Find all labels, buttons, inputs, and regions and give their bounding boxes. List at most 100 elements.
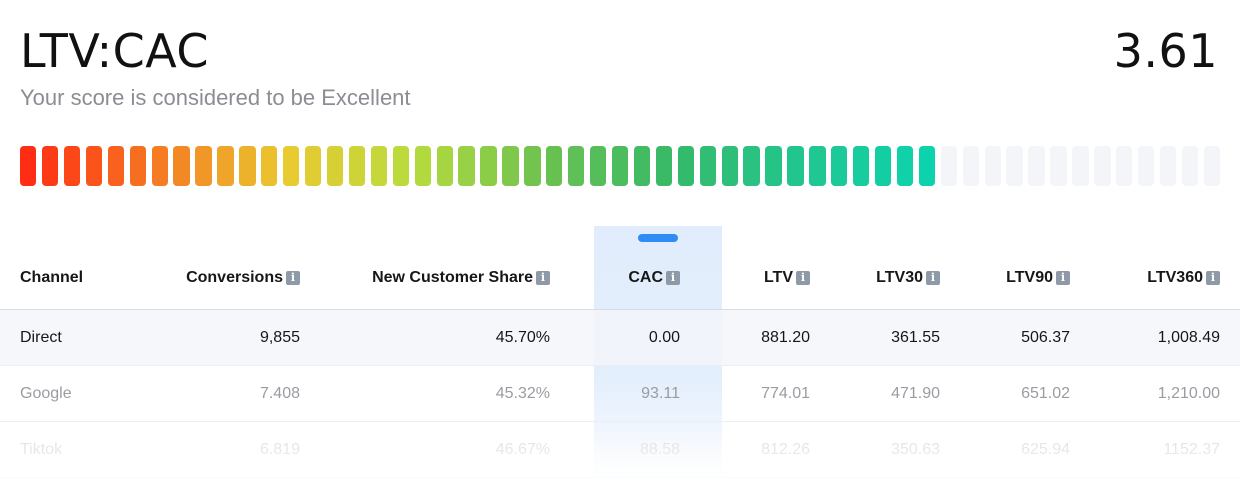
meter-segment-filled (173, 146, 190, 186)
meter-segment-empty (1006, 146, 1023, 186)
meter-segment-filled (743, 146, 760, 186)
meter-segment-empty (1116, 146, 1133, 186)
meter-segment-filled (458, 146, 475, 186)
meter-segment-empty (1072, 146, 1089, 186)
meter-segment-filled (20, 146, 37, 186)
score-description: Your score is considered to be Excellent (20, 85, 411, 110)
table-row[interactable]: Google 7.408 45.32% 93.11 774.01 471.90 … (0, 366, 1240, 422)
score-meter (20, 146, 1221, 186)
meter-segment-filled (633, 146, 651, 186)
meter-segment-empty (1203, 146, 1221, 186)
meter-segment-empty (1050, 146, 1067, 186)
header-ltv30[interactable]: LTV30 i (830, 246, 940, 309)
cell-conversions: 6.819 (259, 440, 300, 458)
meter-segment-filled (370, 146, 388, 186)
meter-segment-filled (853, 146, 870, 186)
meter-segment-filled (611, 146, 629, 186)
meter-segment-filled (414, 146, 431, 186)
cell-ltv30: 350.63 (891, 440, 940, 458)
info-icon[interactable]: i (1206, 270, 1220, 285)
meter-segment-filled (765, 146, 782, 186)
cell-ltv90: 625.94 (1021, 440, 1070, 458)
header-cac[interactable]: CAC i (560, 246, 680, 309)
header-conversions[interactable]: Conversions i (120, 246, 300, 309)
meter-segment-filled (589, 146, 607, 186)
cell-ltv30: 361.55 (891, 328, 940, 346)
cell-ltv360: 1152.37 (1163, 440, 1220, 458)
meter-segment-empty (940, 146, 958, 186)
cell-channel: Google (20, 384, 72, 402)
info-icon[interactable]: i (926, 270, 940, 285)
meter-segment-filled (392, 146, 409, 186)
info-icon[interactable]: i (666, 270, 680, 285)
score-value: 3.61 (1113, 24, 1218, 78)
cell-new-customer-share: 45.32% (495, 384, 550, 402)
header-ltv[interactable]: LTV i (700, 246, 810, 309)
header-new-customer-share[interactable]: New Customer Share i (320, 246, 550, 309)
info-icon[interactable]: i (1056, 270, 1070, 285)
meter-segment-filled (874, 146, 892, 186)
meter-segment-filled (655, 146, 673, 186)
meter-segment-filled (787, 146, 804, 186)
channel-table: Channel Conversions i New Customer Share i… (0, 246, 1240, 478)
table-row[interactable]: Direct 9,855 45.70% 0.00 881.20 361.55 5… (0, 310, 1240, 366)
header-ltv360-label: LTV360 (1147, 268, 1203, 286)
meter-segment-filled (151, 146, 168, 186)
meter-segment-filled (107, 146, 125, 186)
meter-segment-empty (1181, 146, 1199, 186)
meter-segment-filled (524, 146, 541, 186)
header-new-customer-share-label: New Customer Share (372, 268, 533, 286)
meter-segment-filled (304, 146, 322, 186)
meter-segment-filled (283, 146, 300, 186)
meter-segment-empty (1138, 146, 1155, 186)
header-ltv90-label: LTV90 (1006, 268, 1053, 286)
meter-segment-filled (239, 146, 256, 186)
page-title: LTV:CAC (20, 24, 210, 78)
meter-segment-filled (699, 146, 716, 186)
header-ltv-label: LTV (763, 268, 793, 286)
meter-segment-empty (1159, 146, 1177, 186)
meter-segment-filled (129, 146, 146, 186)
header-ltv90[interactable]: LTV90 i (960, 246, 1070, 309)
info-icon[interactable]: i (536, 270, 550, 285)
table-header-row: Channel Conversions i New Customer Share i… (0, 246, 1240, 310)
cell-channel: Direct (20, 328, 62, 346)
meter-segment-filled (480, 146, 497, 186)
meter-segment-filled (831, 146, 848, 186)
cell-ltv: 881.20 (761, 328, 810, 346)
cell-ltv: 812.26 (761, 440, 810, 458)
cell-cac: 0.00 (648, 328, 680, 346)
meter-segment-filled (85, 146, 103, 186)
cell-conversions: 9,855 (259, 328, 300, 346)
cell-new-customer-share: 46.67% (495, 440, 550, 458)
meter-segment-filled (41, 146, 59, 186)
info-icon[interactable]: i (286, 270, 300, 285)
cell-cac: 88.58 (639, 440, 680, 458)
meter-segment-empty (984, 146, 1001, 186)
meter-segment-filled (217, 146, 234, 186)
meter-segment-filled (918, 146, 936, 186)
header-ltv360[interactable]: LTV360 i (1080, 246, 1220, 309)
table-row[interactable]: Tiktok 6.819 46.67% 88.58 812.26 350.63 … (0, 422, 1240, 478)
cac-column-selector[interactable] (638, 234, 678, 242)
meter-segment-filled (63, 146, 81, 186)
meter-segment-filled (809, 146, 826, 186)
info-icon[interactable]: i (796, 270, 810, 285)
cell-cac: 93.11 (641, 384, 680, 402)
meter-segment-filled (261, 146, 278, 186)
meter-segment-filled (348, 146, 366, 186)
meter-segment-filled (896, 146, 914, 186)
cell-ltv: 774.01 (761, 384, 810, 402)
header-channel-label: Channel (20, 268, 84, 286)
cell-ltv360: 1,210.00 (1157, 384, 1220, 402)
cell-ltv90: 506.37 (1021, 328, 1070, 346)
meter-segment-empty (962, 146, 979, 186)
cell-ltv30: 471.90 (891, 384, 940, 402)
cell-ltv90: 651.02 (1021, 384, 1070, 402)
meter-segment-filled (677, 146, 694, 186)
cell-ltv360: 1,008.49 (1157, 328, 1220, 346)
meter-segment-filled (568, 146, 585, 186)
meter-segment-empty (1028, 146, 1045, 186)
header-channel[interactable]: Channel (20, 246, 160, 309)
meter-segment-filled (436, 146, 453, 186)
